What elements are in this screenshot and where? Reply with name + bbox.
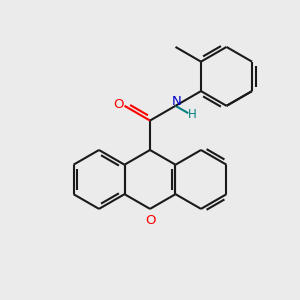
Text: O: O bbox=[145, 214, 155, 226]
Text: O: O bbox=[113, 98, 123, 111]
Text: N: N bbox=[172, 95, 182, 108]
Text: H: H bbox=[188, 108, 197, 121]
